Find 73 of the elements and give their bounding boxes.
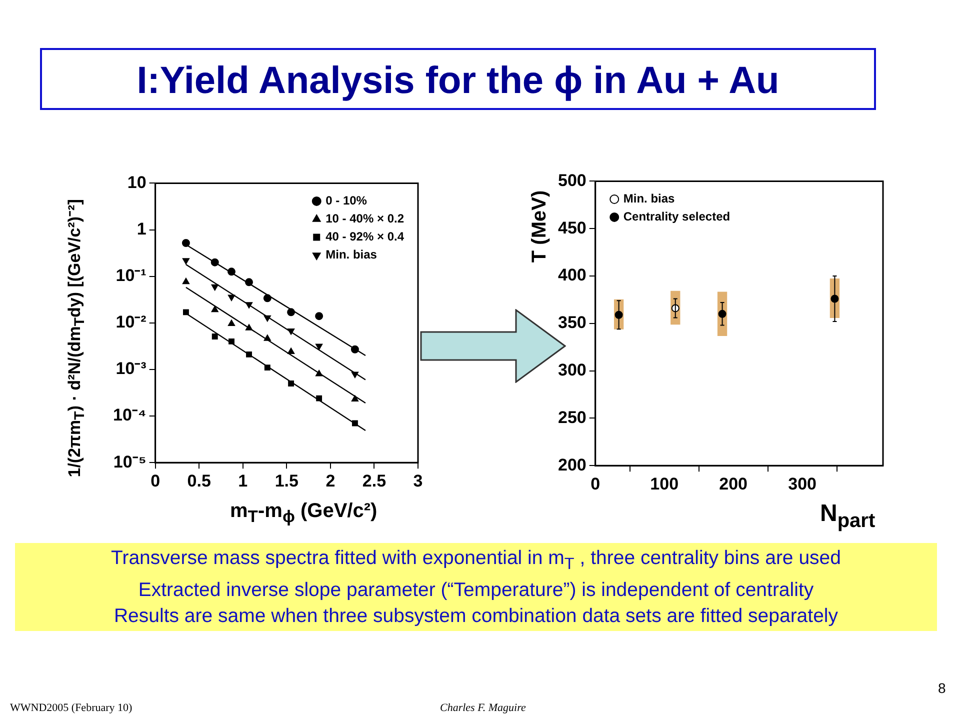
- y-tick-label: 10⁻⁴: [112, 406, 146, 425]
- y-axis-title: T (MeV): [528, 189, 552, 265]
- x-tick-label: 3: [413, 471, 423, 490]
- point: [211, 306, 218, 312]
- y-tick-label: 250: [558, 408, 586, 427]
- point: [182, 258, 190, 264]
- y-tick-label: 10⁻³: [116, 359, 147, 378]
- point: [264, 315, 271, 322]
- x-tick-label: 2.5: [362, 471, 386, 490]
- x-axis-title: m$_{T}$-m$_{ϕ}$ (GeV/c²): [230, 500, 378, 527]
- legend-label: 40 - 92% × 0.4: [326, 230, 404, 244]
- x-tick-label: 0: [150, 471, 160, 490]
- y-tick-label: 200: [558, 455, 586, 474]
- point: [246, 351, 252, 358]
- point: [212, 334, 218, 340]
- text: Extracted inverse slope parameter (“Temperature”) is independent of centrality: [138, 578, 814, 601]
- x-tick-label: 300: [788, 474, 816, 494]
- y-tick-label: 10⁻¹: [116, 266, 147, 286]
- point: [245, 324, 253, 330]
- point: [264, 334, 271, 341]
- y-tick-label: 10⁻²: [116, 312, 147, 332]
- x-tick-label: 100: [650, 474, 679, 494]
- point: [182, 309, 189, 316]
- y-tick-label: 10: [127, 172, 146, 192]
- text: WWND2005 (February 10): [10, 702, 132, 714]
- x-tick-label: 200: [719, 474, 748, 494]
- point: [211, 284, 218, 291]
- point: [245, 302, 253, 308]
- y-tick-label: 10⁻⁵: [113, 452, 146, 472]
- x-tick-label: 1: [238, 471, 248, 490]
- point: [182, 238, 190, 247]
- y-tick-label: 500: [558, 170, 586, 190]
- y-tick-label: 400: [558, 266, 586, 285]
- point: [263, 294, 272, 302]
- point: [228, 294, 236, 301]
- x-tick-label: 0.5: [187, 471, 211, 490]
- point: [351, 395, 358, 402]
- legend-label: 10 - 40% × 0.2: [326, 212, 404, 226]
- point: [182, 278, 190, 284]
- y-tick-label: 350: [558, 313, 586, 332]
- legend-label: Centrality selected: [623, 210, 730, 224]
- legend-label: Min. bias: [326, 248, 378, 262]
- point: [316, 370, 323, 376]
- point: [245, 278, 254, 286]
- y-tick-label: 1: [136, 219, 146, 238]
- point: [210, 258, 219, 266]
- point: [228, 320, 236, 326]
- text: Transverse mass spectra fitted with exponential in m$_{T}$ , three centrality bins are used: [111, 547, 841, 573]
- point: [287, 308, 296, 316]
- point: [350, 345, 359, 354]
- point: [352, 420, 358, 426]
- point: [264, 364, 270, 371]
- point: [316, 395, 322, 402]
- text: Charles F. Maguire: [440, 702, 526, 714]
- point: [315, 312, 324, 320]
- x-axis-title: N$_{part}$: [820, 500, 876, 533]
- point: [228, 338, 234, 344]
- text: Results are same when three subsystem combination data sets are fitted separately: [114, 604, 838, 627]
- y-tick-label: 450: [558, 218, 586, 238]
- point: [316, 344, 323, 350]
- point: [288, 328, 295, 335]
- point: [351, 372, 358, 378]
- y-tick-label: 300: [558, 360, 586, 380]
- x-tick-label: 1.5: [274, 471, 298, 490]
- chart-title: I:Yield Analysis for the ϕ in Au + Au: [40, 48, 876, 110]
- point: [227, 268, 236, 276]
- legend-label: 0 - 10%: [326, 194, 368, 208]
- text: 8: [938, 680, 946, 696]
- legend-label: Min. bias: [623, 192, 676, 206]
- x-tick-label: 0: [590, 474, 600, 494]
- point: [288, 348, 295, 354]
- x-tick-label: 2: [326, 471, 336, 490]
- point: [288, 380, 294, 386]
